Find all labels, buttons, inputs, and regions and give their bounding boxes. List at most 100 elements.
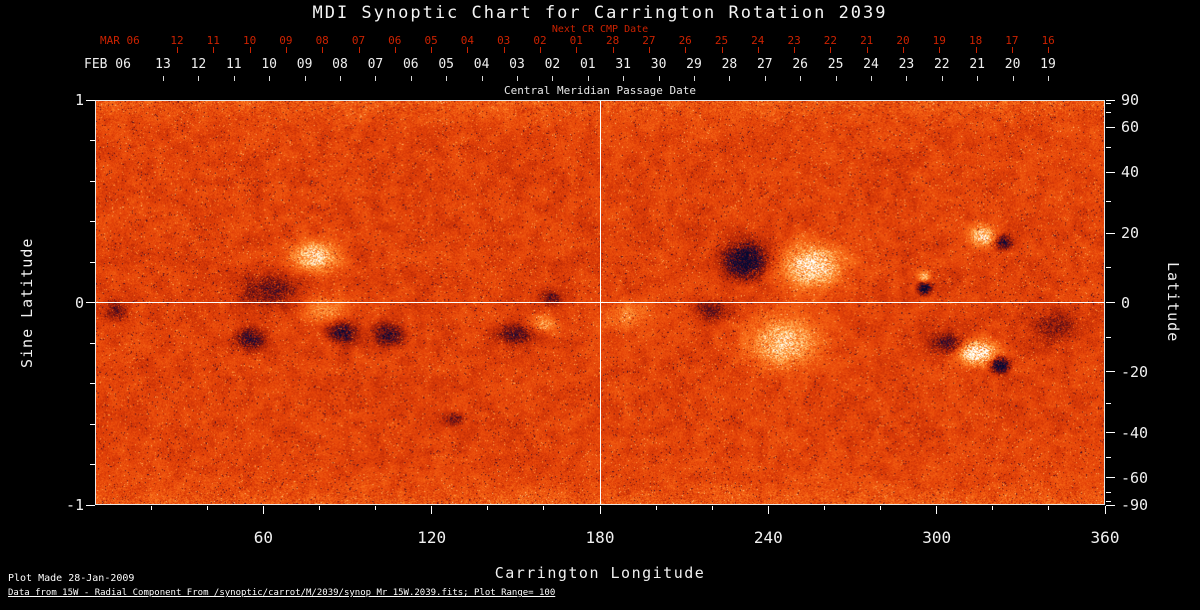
sine-latitude-major-tick [86, 505, 95, 506]
next-cr-date-tick [431, 47, 432, 53]
cmp-date-tick [836, 76, 837, 81]
next-cr-date-label: 28 [606, 34, 619, 47]
next-cr-date-tick [540, 47, 541, 53]
cmp-date-label: 07 [368, 57, 384, 72]
longitude-minor-tick [880, 506, 881, 510]
cmp-date-tick [694, 76, 695, 81]
next-cr-date-tick [467, 47, 468, 53]
latitude-tick-label: -20 [1121, 363, 1148, 381]
latitude-major-tick [1106, 172, 1115, 173]
longitude-major-tick [600, 506, 601, 514]
latitude-major-tick [1106, 302, 1115, 303]
carrington-longitude-axis-title: Carrington Longitude [0, 564, 1200, 582]
next-cr-date-label: 19 [933, 34, 946, 47]
cmp-date-label: 31 [615, 57, 631, 72]
sine-latitude-minor-tick [90, 221, 95, 222]
longitude-tick-label: 360 [1091, 528, 1120, 547]
latitude-minor-tick [1106, 403, 1111, 404]
cmp-date-tick [305, 76, 306, 81]
cmp-date-label: 01 [580, 57, 596, 72]
next-cr-date-label: 02 [533, 34, 546, 47]
latitude-minor-tick [1106, 492, 1111, 493]
sine-latitude-minor-tick [90, 343, 95, 344]
cmp-date-tick [482, 76, 483, 81]
next-cr-date-label: 04 [461, 34, 474, 47]
cmp-date-tick [623, 76, 624, 81]
cmp-month-label: FEB 06 [84, 57, 131, 72]
latitude-major-tick [1106, 100, 1115, 101]
next-cr-date-label: 05 [424, 34, 437, 47]
sine-latitude-minor-tick [90, 140, 95, 141]
sine-latitude-minor-tick [90, 424, 95, 425]
cmp-date-label: 20 [1005, 57, 1021, 72]
latitude-major-tick [1106, 127, 1115, 128]
next-cr-date-label: 12 [170, 34, 183, 47]
next-cr-date-label: 22 [824, 34, 837, 47]
next-cr-date-tick [685, 47, 686, 53]
cmp-date-label: 02 [545, 57, 561, 72]
latitude-minor-tick [1106, 457, 1111, 458]
longitude-minor-tick [1048, 506, 1049, 510]
latitude-minor-tick [1106, 337, 1111, 338]
longitude-minor-tick [375, 506, 376, 510]
longitude-major-tick [768, 506, 769, 514]
longitude-major-tick [431, 506, 432, 514]
latitude-minor-tick [1106, 112, 1111, 113]
sine-latitude-minor-tick [90, 181, 95, 182]
cmp-date-label: 25 [828, 57, 844, 72]
longitude-minor-tick [824, 506, 825, 510]
longitude-tick-label: 300 [922, 528, 951, 547]
next-cr-date-tick [286, 47, 287, 53]
cmp-date-label: 22 [934, 57, 950, 72]
longitude-minor-tick [992, 506, 993, 510]
next-cr-date-label: 07 [352, 34, 365, 47]
cmp-date-label: 13 [155, 57, 171, 72]
cmp-date-tick [1013, 76, 1014, 81]
next-cr-date-tick [395, 47, 396, 53]
next-cr-date-tick [613, 47, 614, 53]
next-cr-date-label: 11 [207, 34, 220, 47]
latitude-major-tick [1106, 505, 1115, 506]
longitude-major-tick [936, 506, 937, 514]
cmp-date-label: 04 [474, 57, 490, 72]
next-cr-date-tick [722, 47, 723, 53]
next-cr-date-label: 24 [751, 34, 764, 47]
cmp-date-label: 23 [899, 57, 915, 72]
longitude-tick-label: 240 [754, 528, 783, 547]
next-cr-date-tick [504, 47, 505, 53]
cmp-date-label: 30 [651, 57, 667, 72]
latitude-minor-tick [1106, 267, 1111, 268]
next-cr-date-label: 21 [860, 34, 873, 47]
sine-latitude-tick-label: 1 [56, 91, 84, 109]
next-cr-date-label: 03 [497, 34, 510, 47]
next-cr-date-tick [250, 47, 251, 53]
cmp-date-tick [588, 76, 589, 81]
cmp-date-tick [906, 76, 907, 81]
cmp-date-tick [765, 76, 766, 81]
latitude-tick-label: -90 [1121, 496, 1148, 514]
cmp-date-label: 09 [297, 57, 313, 72]
cmp-date-tick [163, 76, 164, 81]
latitude-tick-label: 60 [1121, 118, 1139, 136]
latitude-minor-tick [1106, 201, 1111, 202]
next-cr-date-tick [322, 47, 323, 53]
next-cr-date-label: 27 [642, 34, 655, 47]
cmp-date-label: 10 [261, 57, 277, 72]
cmp-date-label: 27 [757, 57, 773, 72]
cmp-date-label: 03 [509, 57, 525, 72]
cmp-date-label: 26 [792, 57, 808, 72]
latitude-minor-tick [1106, 147, 1111, 148]
next-cr-date-label: 26 [679, 34, 692, 47]
latitude-major-tick [1106, 432, 1115, 433]
cmp-date-label: 11 [226, 57, 242, 72]
latitude-tick-label: 90 [1121, 91, 1139, 109]
cmp-date-label: 19 [1040, 57, 1056, 72]
longitude-minor-tick [712, 506, 713, 510]
longitude-tick-label: 60 [254, 528, 273, 547]
cmp-date-label: 29 [686, 57, 702, 72]
latitude-major-tick [1106, 233, 1115, 234]
cmp-date-tick [517, 76, 518, 81]
next-cr-date-tick [359, 47, 360, 53]
data-source-note: Data from 15W - Radial Component From /s… [8, 588, 555, 598]
cmp-date-tick [340, 76, 341, 81]
